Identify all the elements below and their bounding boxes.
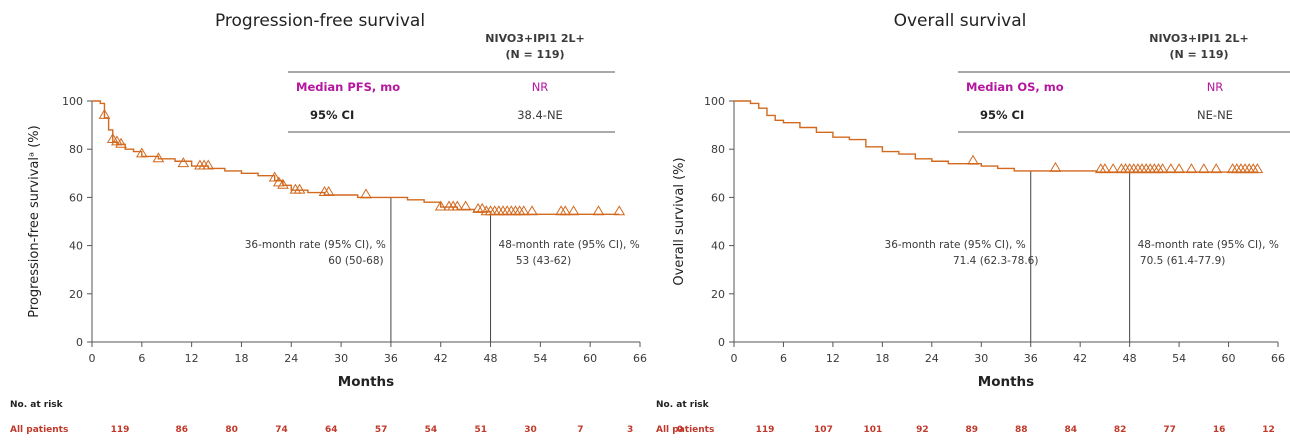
os-x-tick-label: 24 <box>925 352 939 365</box>
os-x-tick-label: 12 <box>826 352 840 365</box>
os-risk-value: 89 <box>966 425 979 435</box>
pfs-x-tick-label: 24 <box>284 352 298 365</box>
pfs-y-tick-label: 60 <box>69 191 83 204</box>
os-x-tick-label: 48 <box>1123 352 1137 365</box>
pfs-censor-mark <box>614 206 624 215</box>
pfs-y-tick-label: 80 <box>69 143 83 156</box>
pfs-table-row1-value: NR <box>532 80 549 94</box>
os-x-tick-label: 30 <box>974 352 988 365</box>
pfs-y-axis-label: Progression-free survivalᵃ (%) <box>27 125 42 317</box>
pfs-table-row2-value: 38.4-NE <box>517 108 563 122</box>
pfs-censor-mark <box>178 158 188 167</box>
os-table-row2-label: 95% CI <box>980 108 1024 122</box>
pfs-x-tick-label: 42 <box>434 352 448 365</box>
pfs-risk-value: 74 <box>275 425 288 435</box>
pfs-risk-value: 86 <box>176 425 189 435</box>
os-table-row2-value: NE-NE <box>1197 108 1233 122</box>
os-risk-value: 107 <box>814 425 833 435</box>
os-risk-row-label: All patients <box>656 425 714 435</box>
pfs-risk-value: 30 <box>524 425 537 435</box>
os-censor-mark <box>1186 164 1196 173</box>
pfs-risk-value: 54 <box>425 425 438 435</box>
os-censor-mark <box>1050 163 1060 172</box>
pfs-risk-value: 64 <box>325 425 338 435</box>
os-table-row1-label: Median OS, mo <box>966 80 1064 94</box>
os-x-tick-label: 36 <box>1024 352 1038 365</box>
os-x-tick-label: 6 <box>780 352 787 365</box>
os-y-tick-label: 40 <box>711 240 725 253</box>
pfs-y-tick-label: 20 <box>69 288 83 301</box>
os-risk-value: 101 <box>864 425 883 435</box>
os-y-tick-label: 0 <box>718 336 725 349</box>
os-y-tick-label: 20 <box>711 288 725 301</box>
os-chart-title: Overall survival <box>894 11 1027 31</box>
os-table-header: NIVO3+IPI1 2L+ <box>1149 32 1248 45</box>
os-risk-value: 12 <box>1262 425 1275 435</box>
pfs-censor-mark <box>361 189 371 198</box>
os-landmark-value-36: 71.4 (62.3-78.6) <box>953 255 1038 267</box>
os-y-tick-label: 60 <box>711 191 725 204</box>
pfs-table-header-n: (N = 119) <box>505 48 564 61</box>
os-y-axis-label: Overall survival (%) <box>672 157 687 285</box>
os-risk-value: 92 <box>916 425 929 435</box>
pfs-risk-value: 3 <box>627 425 633 435</box>
pfs-risk-value: 57 <box>375 425 388 435</box>
pfs-x-tick-label: 18 <box>234 352 248 365</box>
os-risk-value: 88 <box>1015 425 1028 435</box>
pfs-landmark-value-36: 60 (50-68) <box>328 255 383 267</box>
os-landmark-label-48: 48-month rate (95% CI), % <box>1138 239 1279 251</box>
pfs-x-tick-label: 54 <box>533 352 547 365</box>
pfs-landmark-label-36: 36-month rate (95% CI), % <box>245 239 386 251</box>
os-risk-value: 82 <box>1114 425 1127 435</box>
os-censor-mark <box>1211 164 1221 173</box>
os-table-header-n: (N = 119) <box>1169 48 1228 61</box>
os-risk-value: 84 <box>1064 425 1077 435</box>
os-y-tick-label: 100 <box>704 95 725 108</box>
pfs-risk-value: 80 <box>225 425 238 435</box>
pfs-x-tick-label: 30 <box>334 352 348 365</box>
os-x-tick-label: 0 <box>731 352 738 365</box>
pfs-x-tick-label: 60 <box>583 352 597 365</box>
pfs-risk-title: No. at risk <box>10 400 64 410</box>
pfs-x-tick-label: 6 <box>138 352 145 365</box>
os-risk-title: No. at risk <box>656 400 710 410</box>
os-x-tick-label: 18 <box>875 352 889 365</box>
pfs-x-tick-label: 36 <box>384 352 398 365</box>
os-landmark-value-48: 70.5 (61.4-77.9) <box>1140 255 1225 267</box>
os-risk-value: 119 <box>756 425 775 435</box>
pfs-y-tick-label: 0 <box>76 336 83 349</box>
os-x-axis-label: Months <box>978 374 1034 390</box>
os-censor-mark <box>1199 164 1209 173</box>
pfs-risk-row-label: All patients <box>10 425 68 435</box>
pfs-x-tick-label: 66 <box>633 352 647 365</box>
os-table-row1-value: NR <box>1207 80 1224 94</box>
pfs-x-tick-label: 0 <box>89 352 96 365</box>
os-x-tick-label: 42 <box>1073 352 1087 365</box>
os-censor-mark <box>968 156 978 165</box>
os-risk-value: 16 <box>1213 425 1226 435</box>
os-x-tick-label: 66 <box>1271 352 1285 365</box>
pfs-risk-value: 51 <box>474 425 487 435</box>
pfs-x-tick-label: 48 <box>484 352 498 365</box>
pfs-landmark-label-48: 48-month rate (95% CI), % <box>499 239 640 251</box>
os-x-tick-label: 54 <box>1172 352 1186 365</box>
pfs-x-tick-label: 12 <box>185 352 199 365</box>
pfs-risk-value: 119 <box>111 425 130 435</box>
pfs-table-row1-label: Median PFS, mo <box>296 80 400 94</box>
pfs-landmark-value-48: 53 (43-62) <box>516 255 571 267</box>
pfs-table-header: NIVO3+IPI1 2L+ <box>485 32 584 45</box>
pfs-chart-title: Progression-free survival <box>215 11 425 31</box>
os-x-tick-label: 60 <box>1222 352 1236 365</box>
pfs-risk-value: 7 <box>577 425 583 435</box>
pfs-y-tick-label: 40 <box>69 240 83 253</box>
pfs-y-tick-label: 100 <box>62 95 83 108</box>
pfs-x-axis-label: Months <box>338 374 394 390</box>
os-y-tick-label: 80 <box>711 143 725 156</box>
pfs-censor-mark <box>593 206 603 215</box>
os-landmark-label-36: 36-month rate (95% CI), % <box>885 239 1026 251</box>
pfs-table-row2-label: 95% CI <box>310 108 354 122</box>
os-risk-value: 77 <box>1163 425 1176 435</box>
